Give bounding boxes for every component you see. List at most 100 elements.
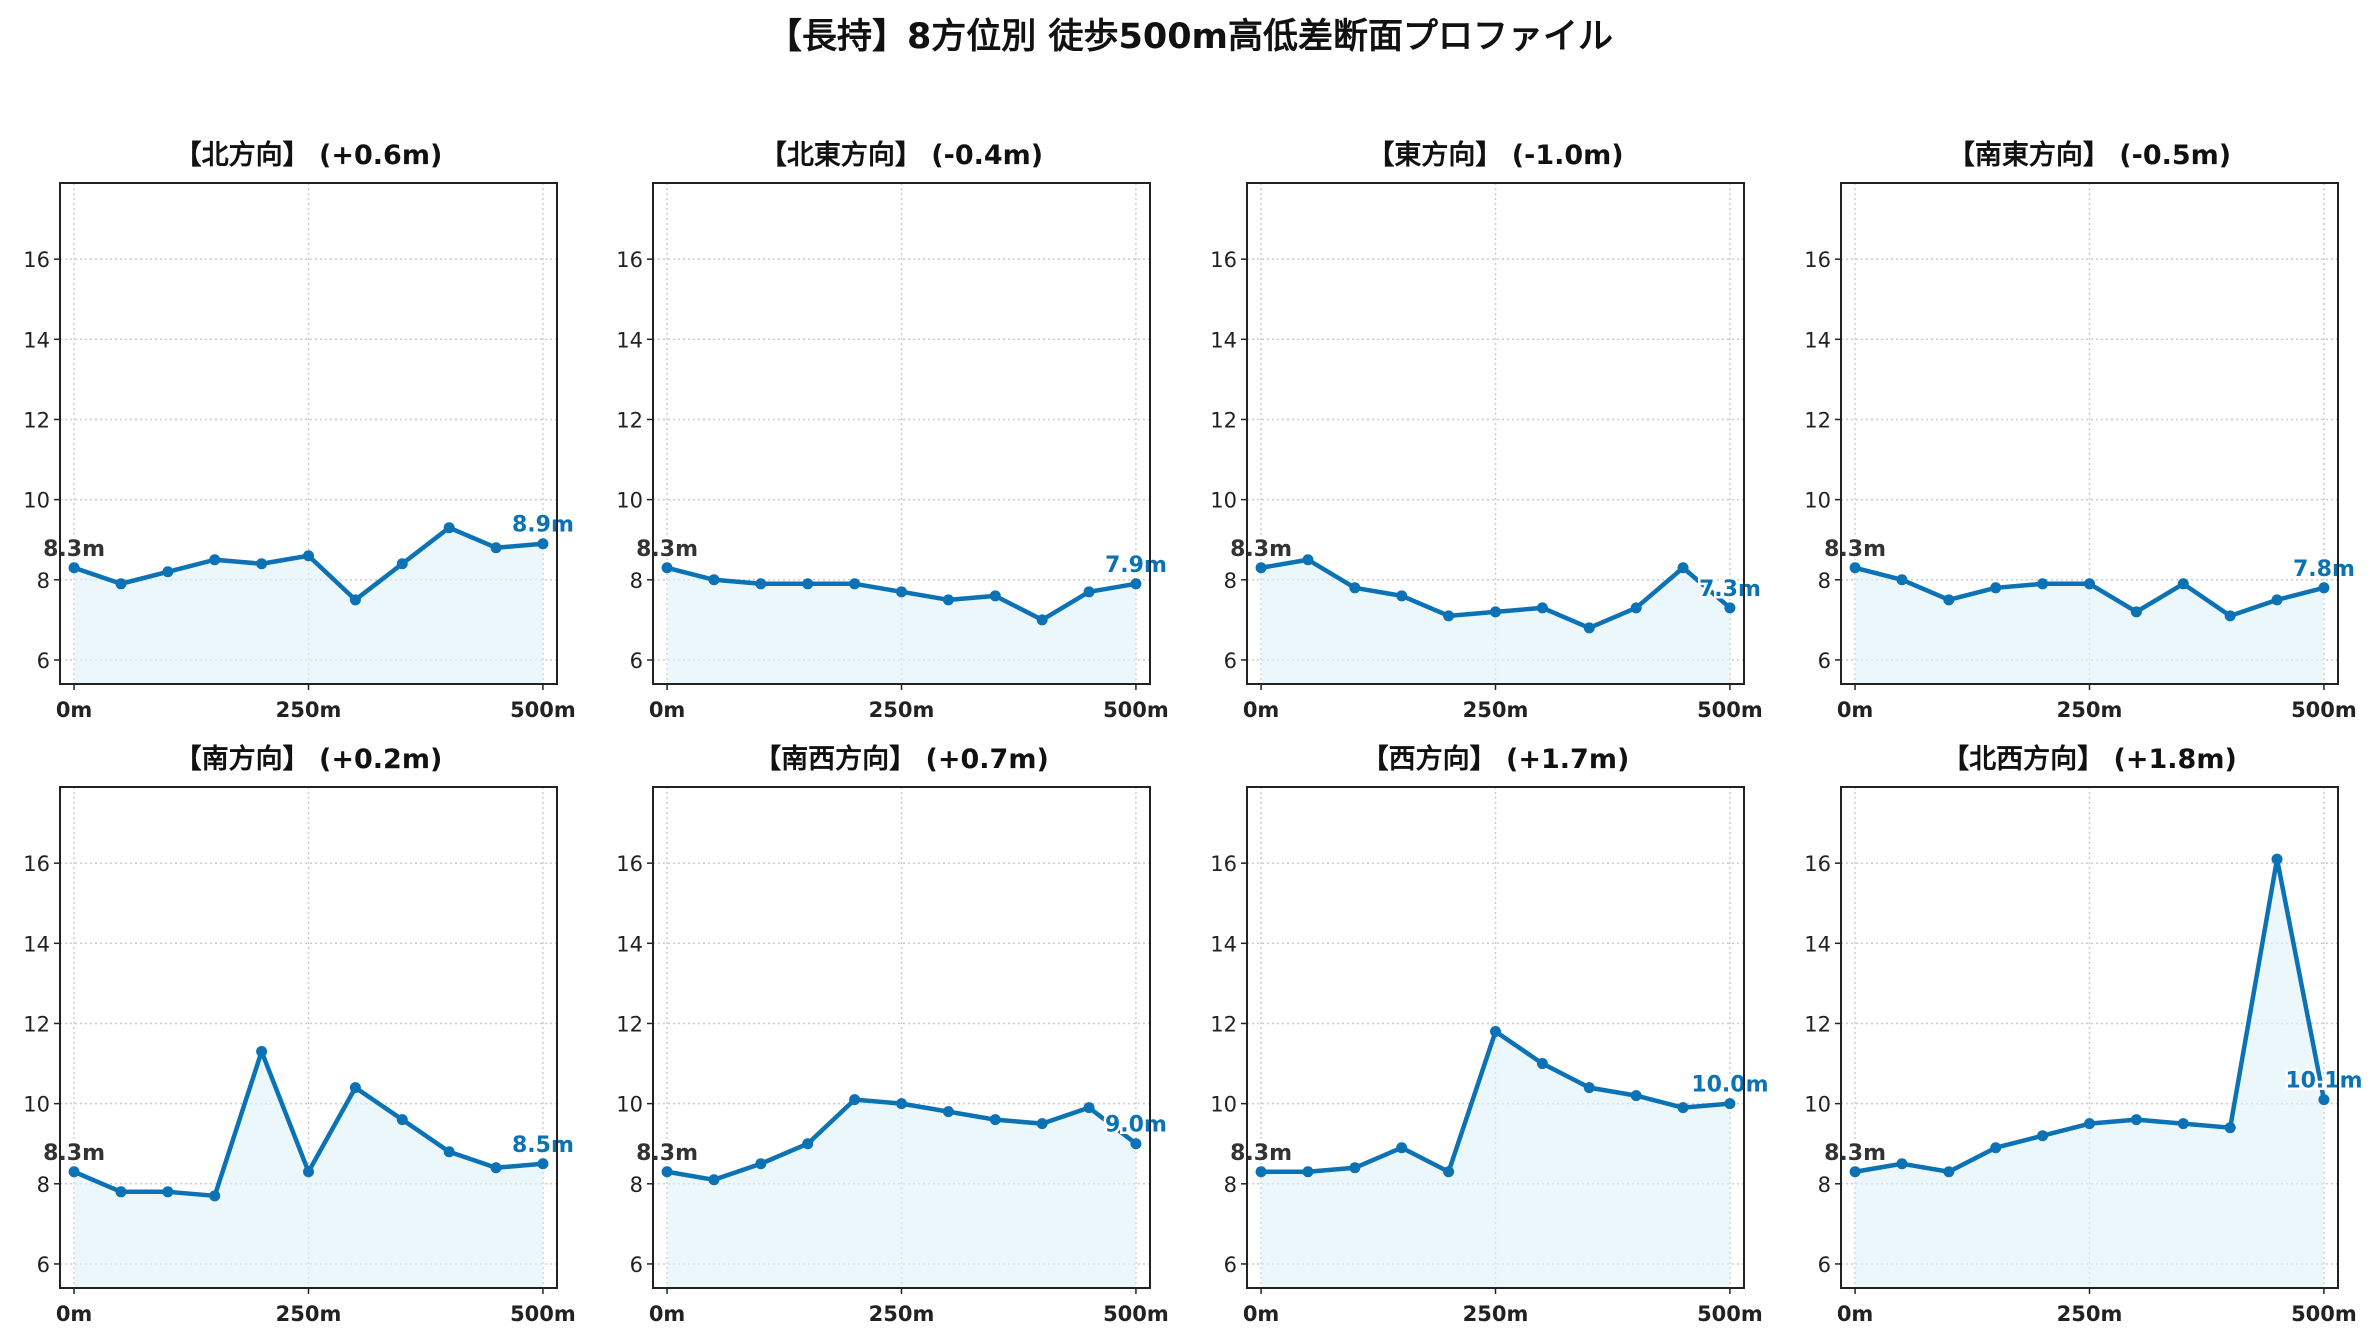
data-point	[537, 1158, 549, 1170]
y-tick-label: 8	[1224, 569, 1237, 593]
axes-frame	[652, 786, 1151, 1289]
start-label: 8.3m	[43, 537, 105, 562]
y-tick-label: 8	[37, 569, 50, 593]
data-point	[256, 558, 268, 570]
data-point	[896, 586, 907, 598]
x-tick-label: 500m	[510, 1302, 576, 1326]
x-tick-label: 250m	[2057, 698, 2123, 722]
y-tick-label: 6	[37, 649, 50, 673]
data-point	[162, 566, 174, 578]
data-point	[537, 538, 549, 550]
y-tick-label: 12	[1210, 408, 1237, 432]
y-tick-label: 10	[1804, 1093, 1831, 1117]
axes-frame	[1840, 182, 2339, 685]
y-tick-label: 12	[1210, 1012, 1237, 1036]
y-tick-label: 12	[23, 408, 50, 432]
data-point	[162, 1186, 174, 1198]
data-point	[68, 1166, 80, 1178]
data-point	[115, 578, 127, 590]
y-tick-label: 14	[23, 328, 50, 352]
end-label: 9.0m	[1105, 1113, 1167, 1138]
data-point	[2177, 578, 2189, 590]
x-tick-label: 250m	[869, 1302, 935, 1326]
data-point	[303, 550, 314, 562]
data-point	[1255, 562, 1267, 574]
end-label: 8.5m	[512, 1133, 574, 1158]
chart-panel: 【南東方向】 (-0.5m) 6 8 10 12 14 16 0m 250m 500m 8.3m 7.…	[1804, 139, 2357, 722]
x-tick-label: 500m	[1697, 1302, 1763, 1326]
end-label: 10.0m	[1691, 1073, 1768, 1098]
data-point	[1536, 1058, 1548, 1070]
end-label: 7.3m	[1699, 577, 1761, 602]
data-point	[1490, 606, 1501, 618]
area-fill	[667, 567, 1136, 684]
x-tick-label: 500m	[1697, 698, 1763, 722]
y-tick-label: 14	[1804, 328, 1831, 352]
y-tick-label: 14	[616, 932, 643, 956]
data-point	[1849, 1166, 1861, 1178]
data-point	[942, 1106, 954, 1118]
x-tick-label: 0m	[649, 698, 686, 722]
data-point	[1849, 562, 1861, 574]
chart-title: 【南東方向】 (-0.5m)	[1948, 139, 2231, 171]
data-point	[443, 522, 455, 534]
x-tick-label: 0m	[56, 698, 93, 722]
start-label: 8.3m	[636, 1141, 698, 1166]
y-tick-label: 6	[1818, 1253, 1831, 1277]
data-point	[2318, 1094, 2330, 1106]
start-label: 8.3m	[1230, 537, 1292, 562]
data-point	[209, 1190, 221, 1202]
data-point	[490, 542, 502, 554]
data-point	[1255, 1166, 1267, 1178]
data-point	[2084, 1118, 2095, 1130]
x-tick-label: 250m	[1463, 1302, 1529, 1326]
data-point	[1896, 1158, 1908, 1170]
chart-title: 【北方向】 (+0.6m)	[175, 139, 443, 171]
axes-frame	[1246, 786, 1745, 1289]
axes-frame	[59, 786, 558, 1289]
y-tick-label: 16	[1804, 852, 1831, 876]
data-point	[1943, 1166, 1955, 1178]
data-point	[2271, 853, 2283, 865]
data-point	[2037, 1130, 2049, 1142]
data-point	[2084, 578, 2095, 590]
start-label: 8.3m	[636, 537, 698, 562]
y-tick-label: 8	[630, 569, 643, 593]
start-label: 8.3m	[1824, 537, 1886, 562]
data-point	[1349, 1162, 1361, 1174]
data-point	[490, 1162, 502, 1174]
y-tick-label: 6	[37, 1253, 50, 1277]
y-tick-label: 10	[1210, 1093, 1237, 1117]
data-point	[2271, 594, 2283, 606]
y-tick-label: 16	[1210, 852, 1237, 876]
chart-title: 【西方向】 (+1.7m)	[1362, 743, 1630, 775]
x-tick-label: 250m	[276, 698, 342, 722]
y-tick-label: 6	[1224, 649, 1237, 673]
area-fill	[667, 1099, 1136, 1288]
data-point	[349, 594, 361, 606]
y-tick-label: 6	[1224, 1253, 1237, 1277]
y-tick-label: 12	[1804, 408, 1831, 432]
data-point	[896, 1098, 907, 1110]
chart-title: 【南西方向】 (+0.7m)	[754, 743, 1049, 775]
data-point	[396, 558, 408, 570]
data-point	[1630, 1090, 1642, 1102]
chart-title: 【南方向】 (+0.2m)	[175, 743, 443, 775]
data-point	[1302, 554, 1314, 566]
data-point	[1443, 1166, 1455, 1178]
data-point	[1724, 1098, 1736, 1110]
y-tick-label: 8	[37, 1173, 50, 1197]
chart-title: 【東方向】 (-1.0m)	[1367, 139, 1623, 171]
data-point	[2130, 1114, 2142, 1126]
data-point	[1302, 1166, 1314, 1178]
data-point	[1396, 1142, 1408, 1154]
x-tick-label: 0m	[56, 1302, 93, 1326]
chart-panel: 【南方向】 (+0.2m) 6 8 10 12 14 16 0m 250m 500m 8.3m 8.5…	[23, 743, 576, 1326]
y-tick-label: 10	[616, 489, 643, 513]
data-point	[755, 1158, 767, 1170]
data-point	[755, 578, 767, 590]
chart-panel: 【西方向】 (+1.7m) 6 8 10 12 14 16 0m 250m 500m 8.3m 10.…	[1210, 743, 1771, 1326]
y-tick-label: 10	[616, 1093, 643, 1117]
